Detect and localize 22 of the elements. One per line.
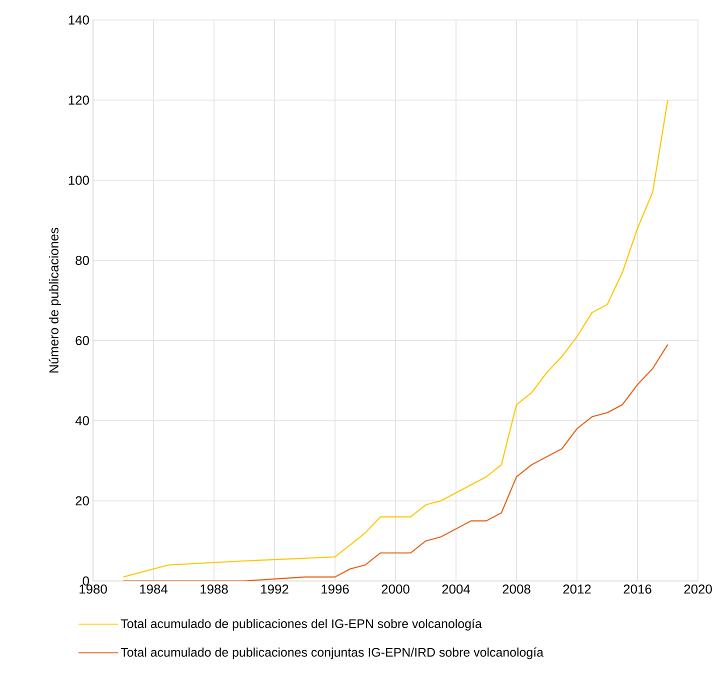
- y-tick-label: 140: [68, 15, 89, 25]
- x-tick-label: 2004: [442, 584, 470, 594]
- x-tick-label: 1980: [80, 584, 107, 594]
- legend-label: Total acumulado de publicaciones del IG-EPN sobre volcanología: [120, 618, 482, 631]
- x-tick-label: 2000: [382, 584, 410, 594]
- x-tick-label: 2016: [624, 584, 652, 594]
- y-tick-label: 120: [68, 96, 89, 105]
- x-tick-label: 1996: [322, 584, 349, 594]
- x-tick-label: 1992: [261, 584, 288, 594]
- x-tick-label: 1984: [140, 584, 168, 594]
- y-tick-label: 100: [68, 176, 89, 185]
- x-tick-label: 2008: [502, 584, 530, 594]
- x-tick-label: 1988: [200, 584, 228, 594]
- y-tick-label: 0: [82, 576, 89, 586]
- y-tick-label: 20: [76, 496, 89, 506]
- legend-label: Total acumulado de publicaciones conjuntas IG-EPN/IRD sobre volcanología: [120, 647, 544, 660]
- y-tick-label: 40: [75, 416, 89, 426]
- x-tick-label: 2012: [563, 584, 591, 594]
- x-tick-label: 2020: [684, 584, 712, 594]
- y-tick-label: 60: [76, 336, 89, 346]
- y-tick-label: 80: [76, 256, 89, 265]
- y-axis-title: Número de publicaciones: [48, 228, 62, 372]
